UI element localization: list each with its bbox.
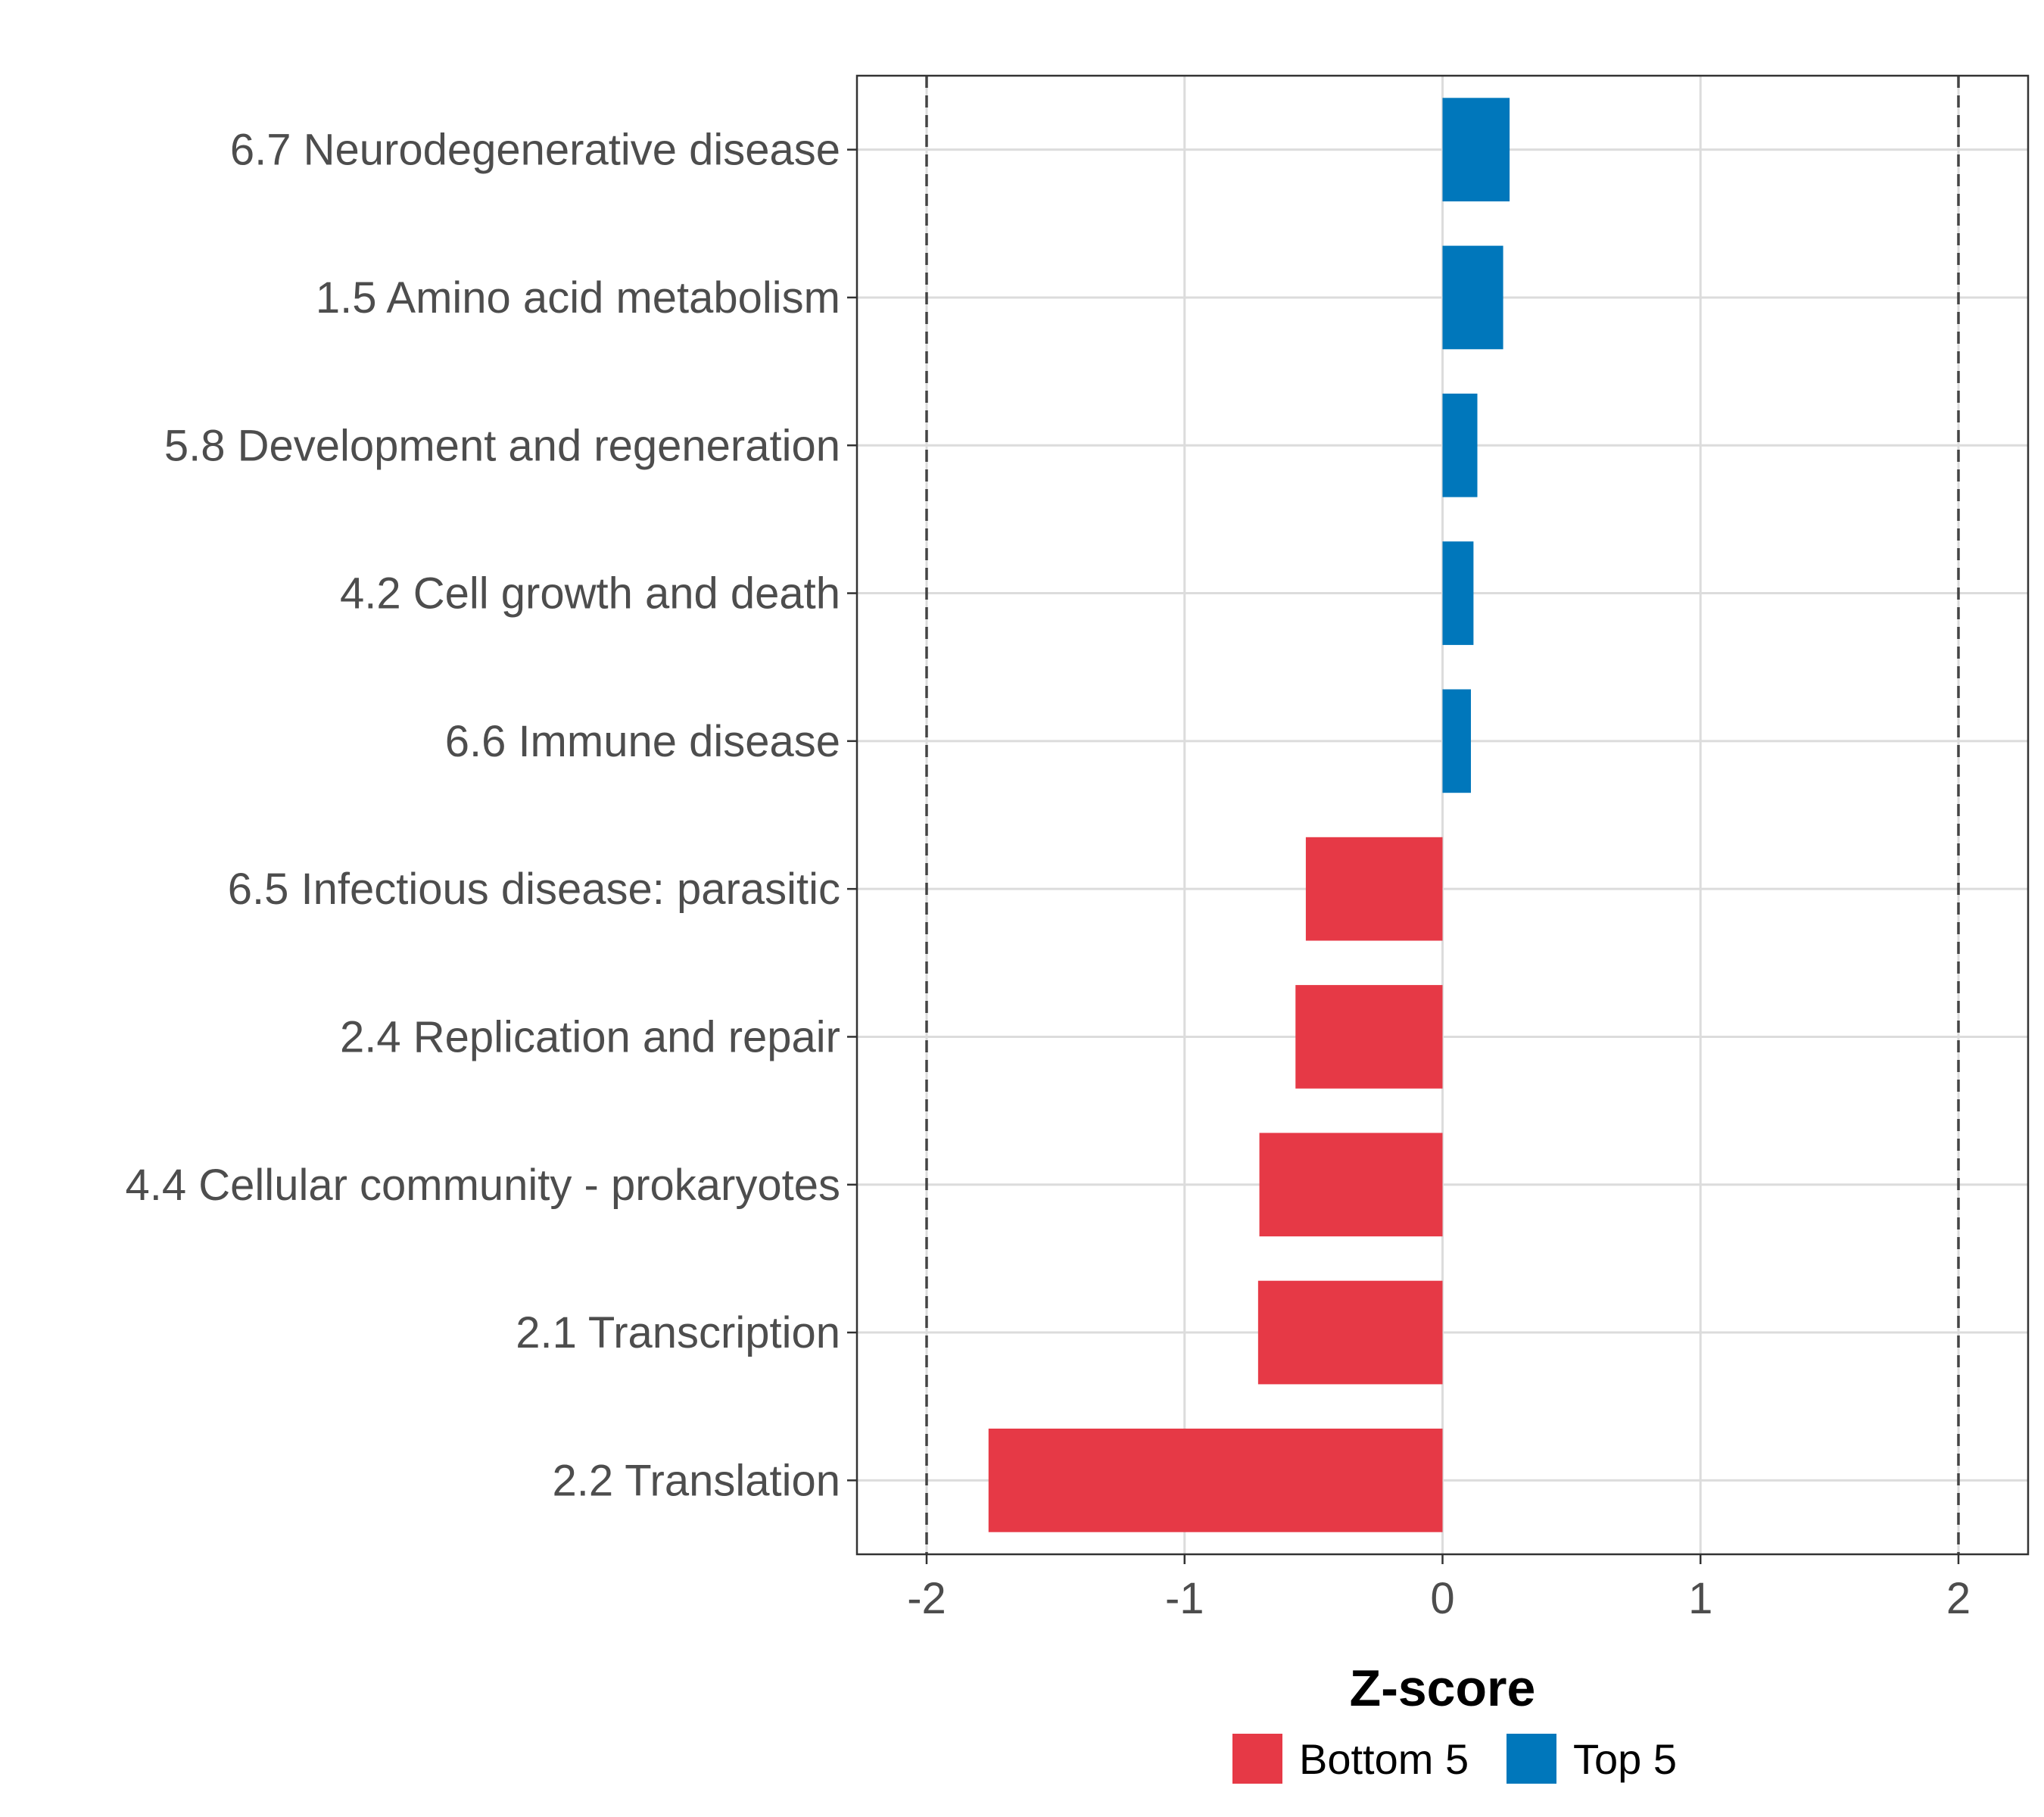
legend-label: Bottom 5 [1299,1735,1469,1783]
bar [1442,245,1503,350]
category-label: 2.1 Transcription [516,1308,840,1357]
x-axis: -2 -1 0 1 2 [907,1554,1971,1623]
bar [1305,837,1443,941]
category-label: 6.5 Infectious disease: parasitic [228,865,840,914]
category-label: 4.2 Cell growth and death [340,569,840,619]
legend-label: Top 5 [1573,1735,1677,1783]
category-label: 2.2 Translation [553,1456,840,1505]
legend: Bottom 5 Top 5 [1232,1734,1677,1784]
bar [1257,1280,1443,1385]
category-label: 6.6 Immune disease [445,717,840,766]
bar [1259,1133,1443,1237]
category-label: 2.4 Replication and repair [340,1012,840,1061]
reference-lines [925,76,1960,1554]
category-label: 4.4 Cellular community - prokaryotes [126,1161,840,1210]
bar [1442,393,1478,497]
x-tick-label: -2 [907,1574,946,1623]
bar [1442,98,1510,202]
bars [988,98,1510,1532]
y-axis: 6.7 Neurodegenerative disease 1.5 Amino a… [126,126,857,1505]
x-tick-label: 0 [1430,1574,1454,1623]
legend-swatch [1232,1734,1282,1784]
x-tick-label: -1 [1165,1574,1204,1623]
x-axis-title: Z-score [1350,1660,1536,1717]
x-tick-label: 2 [1946,1574,1971,1623]
category-label: 6.7 Neurodegenerative disease [230,126,840,175]
bar [1295,985,1443,1089]
x-tick-label: 1 [1688,1574,1712,1623]
bar [1442,689,1471,793]
category-label: 1.5 Amino acid metabolism [316,273,840,323]
bar [988,1428,1443,1532]
category-label: 5.8 Development and regeneration [164,421,840,470]
legend-swatch [1507,1734,1556,1784]
bar [1442,541,1474,645]
